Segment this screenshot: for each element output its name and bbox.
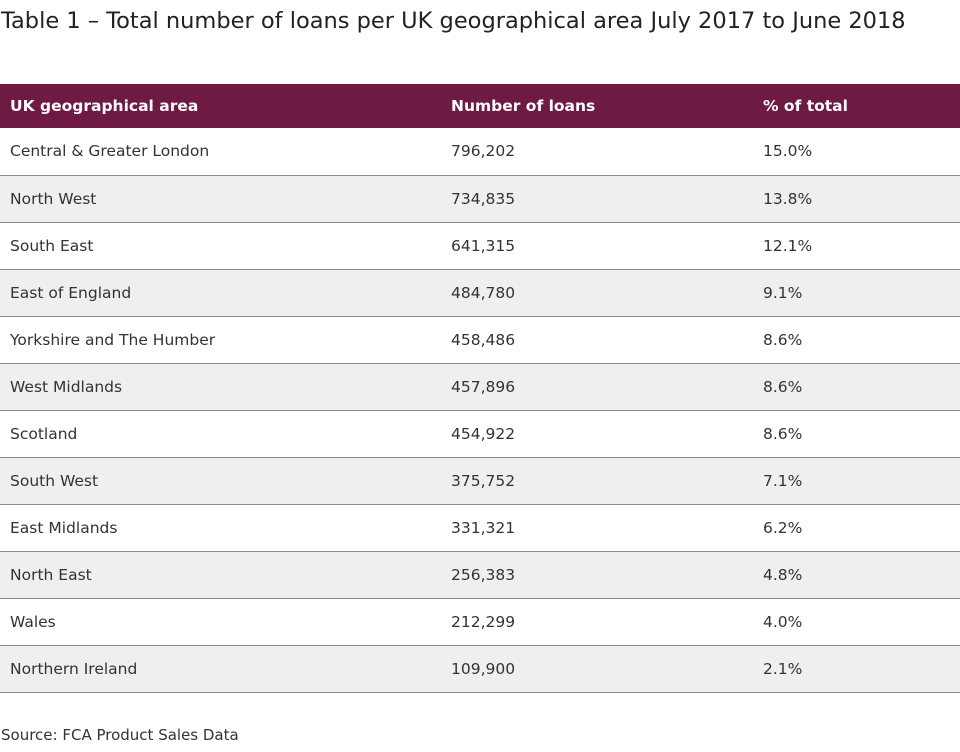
- cell-area: West Midlands: [0, 363, 441, 411]
- cell-percent: 8.6%: [753, 316, 960, 364]
- cell-area: South East: [0, 222, 441, 270]
- table-row: North West 734,835 13.8%: [0, 175, 960, 223]
- cell-area: East Midlands: [0, 504, 441, 552]
- cell-area: East of England: [0, 269, 441, 317]
- cell-loans: 457,896: [441, 363, 753, 411]
- cell-area: Scotland: [0, 410, 441, 458]
- cell-percent: 12.1%: [753, 222, 960, 270]
- cell-loans: 109,900: [441, 645, 753, 693]
- cell-loans: 375,752: [441, 457, 753, 505]
- cell-loans: 458,486: [441, 316, 753, 364]
- cell-percent: 15.0%: [753, 128, 960, 176]
- loans-table: UK geographical area Number of loans % o…: [0, 84, 960, 693]
- column-header-loans: Number of loans: [451, 97, 596, 115]
- cell-percent: 8.6%: [753, 363, 960, 411]
- cell-area: North East: [0, 551, 441, 599]
- column-header-percent: % of total: [763, 97, 848, 115]
- cell-area: Central & Greater London: [0, 128, 441, 176]
- table-row: Northern Ireland 109,900 2.1%: [0, 645, 960, 693]
- cell-percent: 4.8%: [753, 551, 960, 599]
- table-header: UK geographical area Number of loans % o…: [0, 84, 960, 128]
- cell-loans: 796,202: [441, 128, 753, 176]
- cell-loans: 484,780: [441, 269, 753, 317]
- table-row: South East 641,315 12.1%: [0, 222, 960, 270]
- cell-percent: 8.6%: [753, 410, 960, 458]
- table-row: Yorkshire and The Humber 458,486 8.6%: [0, 316, 960, 364]
- table-row: South West 375,752 7.1%: [0, 457, 960, 505]
- cell-percent: 13.8%: [753, 175, 960, 223]
- cell-loans: 256,383: [441, 551, 753, 599]
- cell-percent: 7.1%: [753, 457, 960, 505]
- cell-loans: 734,835: [441, 175, 753, 223]
- source-note: Source: FCA Product Sales Data: [1, 726, 239, 744]
- cell-percent: 2.1%: [753, 645, 960, 693]
- cell-loans: 331,321: [441, 504, 753, 552]
- cell-area: North West: [0, 175, 441, 223]
- cell-area: Northern Ireland: [0, 645, 441, 693]
- cell-loans: 641,315: [441, 222, 753, 270]
- cell-area: Yorkshire and The Humber: [0, 316, 441, 364]
- table-row: Central & Greater London 796,202 15.0%: [0, 128, 960, 176]
- table-body: Central & Greater London 796,202 15.0% N…: [0, 128, 960, 693]
- cell-loans: 212,299: [441, 598, 753, 646]
- cell-loans: 454,922: [441, 410, 753, 458]
- table-row: East of England 484,780 9.1%: [0, 269, 960, 317]
- column-header-area: UK geographical area: [10, 97, 199, 115]
- cell-percent: 4.0%: [753, 598, 960, 646]
- cell-percent: 6.2%: [753, 504, 960, 552]
- table-row: Wales 212,299 4.0%: [0, 598, 960, 646]
- table-row: East Midlands 331,321 6.2%: [0, 504, 960, 552]
- table-header-row: UK geographical area Number of loans % o…: [0, 84, 960, 128]
- cell-percent: 9.1%: [753, 269, 960, 317]
- table-row: Scotland 454,922 8.6%: [0, 410, 960, 458]
- cell-area: Wales: [0, 598, 441, 646]
- table-title: Table 1 – Total number of loans per UK g…: [1, 8, 906, 34]
- table-row: West Midlands 457,896 8.6%: [0, 363, 960, 411]
- cell-area: South West: [0, 457, 441, 505]
- table-row: North East 256,383 4.8%: [0, 551, 960, 599]
